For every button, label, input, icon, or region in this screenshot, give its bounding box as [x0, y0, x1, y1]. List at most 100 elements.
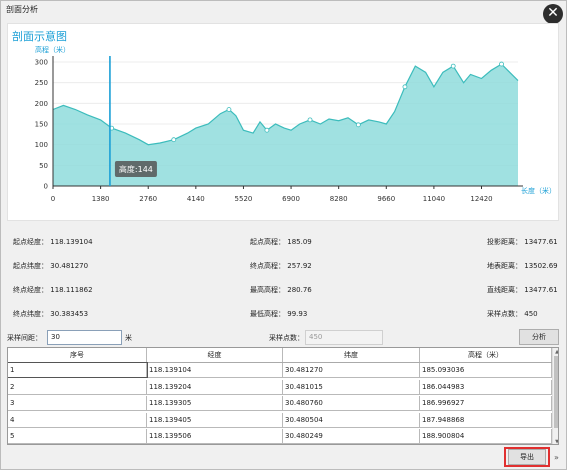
- chart-title: 剖面示意图: [12, 30, 67, 43]
- close-icon[interactable]: ✕: [543, 4, 563, 24]
- cell-lat[interactable]: 30.481015: [283, 379, 420, 394]
- cursor-tooltip: [114, 161, 157, 177]
- interval-label: 采样间距：: [7, 334, 42, 342]
- max-elev-label: 最高高程：: [250, 286, 285, 294]
- max-elev-value: 280.76: [287, 286, 312, 294]
- sampling-controls: 采样间距： 30 米 采样点数： 450 分析: [7, 328, 559, 348]
- cell-elev[interactable]: 186.044983: [420, 379, 552, 394]
- cell-index[interactable]: 4: [8, 412, 147, 427]
- table-row[interactable]: 3 118.139305 30.480760 186.996927: [8, 396, 552, 411]
- export-highlight: 导出: [504, 447, 550, 467]
- cell-lat[interactable]: 30.480760: [283, 396, 420, 410]
- end-lon-row: 终点经度： 118.111862: [13, 285, 93, 295]
- x-tick-label: 6900: [282, 195, 300, 203]
- profile-chart[interactable]: 0 50 100 150 200 250 300 0 1380 2760 4140 5520 6900 8…: [8, 24, 560, 222]
- min-elev-row: 最低高程： 99.93: [250, 309, 307, 319]
- points-label: 采样点数：: [269, 334, 304, 342]
- surf-dist-row: 地表距离： 13502.69: [487, 261, 558, 271]
- collapse-icon[interactable]: »: [554, 453, 559, 462]
- sample-table: 序号 经度 纬度 高程（米） 1 118.139104 30.481270 185.0…: [7, 347, 559, 445]
- x-tick-label: 2760: [139, 195, 157, 203]
- col-header-lon[interactable]: 经度: [147, 348, 283, 362]
- table-header: 序号 经度 纬度 高程（米）: [8, 348, 552, 363]
- cell-lat[interactable]: 30.481270: [283, 363, 420, 377]
- elevation-line: [52, 63, 519, 146]
- table-scrollbar[interactable]: ▲ ▼: [552, 348, 559, 445]
- start-lon-row: 起点经度： 118.139104: [13, 237, 93, 247]
- table-row[interactable]: 2 118.139204 30.481015 186.044983: [8, 379, 552, 395]
- start-elev-row: 起点高程： 185.09: [250, 237, 312, 247]
- y-tick-label: 0: [44, 183, 48, 191]
- data-point: [355, 122, 361, 128]
- cell-lon[interactable]: 118.139104: [147, 363, 283, 377]
- x-tick-label: 5520: [235, 195, 253, 203]
- x-tick-label: 12420: [470, 195, 492, 203]
- x-axis-label: 长度（米）: [521, 186, 556, 195]
- analyze-button[interactable]: 分析: [519, 329, 559, 345]
- start-lon-label: 起点经度：: [13, 238, 48, 246]
- surf-dist-label: 地表距离：: [487, 262, 522, 270]
- cell-index[interactable]: 5: [8, 429, 147, 443]
- cell-index[interactable]: 1: [8, 362, 148, 378]
- end-lat-value: 30.383453: [50, 310, 89, 318]
- x-tick-label: 1380: [92, 195, 110, 203]
- table-row[interactable]: 5 118.139506 30.480249 188.900804: [8, 429, 552, 444]
- cell-lon[interactable]: 118.139305: [147, 396, 283, 410]
- end-elev-value: 257.92: [287, 262, 312, 270]
- cell-lat[interactable]: 30.480249: [283, 429, 420, 443]
- data-point: [307, 117, 313, 123]
- cell-lon[interactable]: 118.139405: [147, 412, 283, 427]
- scroll-down-icon[interactable]: ▼: [555, 439, 559, 445]
- proj-dist-row: 投影距离： 13477.61: [487, 237, 558, 247]
- col-header-lat[interactable]: 纬度: [283, 348, 420, 362]
- x-tick-label: 4140: [187, 195, 205, 203]
- y-tick-label: 200: [35, 100, 48, 108]
- cell-elev[interactable]: 188.900804: [420, 429, 552, 443]
- end-elev-label: 终点高程：: [250, 262, 285, 270]
- proj-dist-value: 13477.61: [524, 238, 558, 246]
- start-lon-value: 118.139104: [50, 238, 93, 246]
- table-row[interactable]: 4 118.139405 30.480504 187.948868: [8, 412, 552, 428]
- cell-lon[interactable]: 118.139204: [147, 379, 283, 394]
- data-point: [450, 63, 456, 69]
- cell-elev[interactable]: 185.093036: [420, 363, 552, 377]
- x-tick-label: 11040: [423, 195, 445, 203]
- interval-input[interactable]: 30: [47, 330, 122, 345]
- table-row[interactable]: 1 118.139104 30.481270 185.093036: [8, 362, 552, 378]
- surf-dist-value: 13502.69: [524, 262, 558, 270]
- col-header-index[interactable]: 序号: [8, 348, 147, 362]
- start-lat-row: 起点纬度： 30.481270: [13, 261, 88, 271]
- col-header-elev[interactable]: 高程（米）: [420, 348, 552, 362]
- scroll-thumb[interactable]: [554, 356, 558, 428]
- cell-elev[interactable]: 186.996927: [420, 396, 552, 410]
- max-elev-row: 最高高程： 280.76: [250, 285, 312, 295]
- end-lat-label: 终点纬度：: [13, 310, 48, 318]
- y-axis-label: 高程（米）: [35, 45, 70, 54]
- y-tick-label: 300: [35, 59, 48, 67]
- profile-info: 起点经度： 118.139104 起点纬度： 30.481270 终点经度： 1…: [7, 229, 559, 321]
- data-point: [499, 61, 504, 67]
- export-button[interactable]: 导出: [508, 449, 546, 465]
- min-elev-value: 99.93: [287, 310, 308, 318]
- y-tick-label: 250: [35, 79, 48, 87]
- start-lat-value: 30.481270: [50, 262, 89, 270]
- end-lon-label: 终点经度：: [13, 286, 48, 294]
- cell-lon[interactable]: 118.139506: [147, 429, 283, 443]
- cell-index[interactable]: 2: [8, 379, 147, 394]
- cell-elev[interactable]: 187.948868: [420, 412, 552, 427]
- end-elev-row: 终点高程： 257.92: [250, 261, 312, 271]
- line-dist-value: 13477.61: [524, 286, 558, 294]
- x-tick-label: 9660: [377, 195, 395, 203]
- cell-index[interactable]: 3: [8, 396, 147, 410]
- cursor-tooltip-label: 高度:144: [119, 164, 153, 174]
- line-dist-label: 直线距离：: [487, 286, 522, 294]
- x-tick-label: 8280: [330, 195, 348, 203]
- y-tick-label: 150: [35, 121, 48, 129]
- scroll-up-icon[interactable]: ▲: [555, 349, 559, 355]
- y-tick-label: 100: [35, 141, 48, 149]
- data-point: [264, 127, 270, 133]
- data-point: [171, 137, 177, 143]
- proj-dist-label: 投影距离：: [487, 238, 522, 246]
- cell-lat[interactable]: 30.480504: [283, 412, 420, 427]
